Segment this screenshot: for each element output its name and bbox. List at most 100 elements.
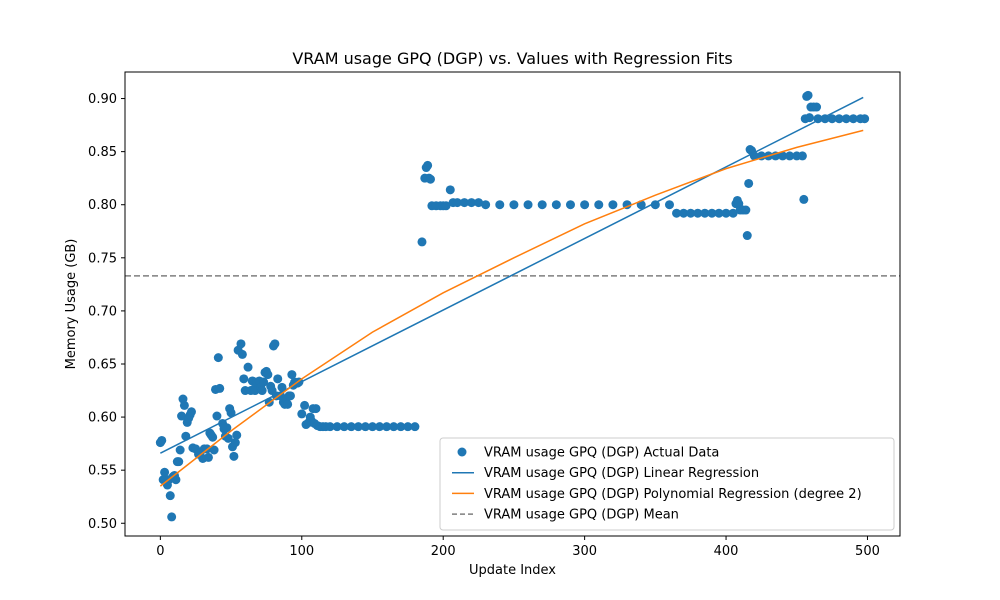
scatter-point — [848, 114, 858, 124]
scatter-point — [721, 208, 731, 218]
scatter-point — [672, 208, 682, 218]
scatter-point — [167, 512, 177, 522]
scatter-point — [679, 208, 689, 218]
scatter-point — [403, 422, 413, 432]
scatter-point — [346, 422, 356, 432]
scatter-point — [495, 200, 505, 210]
scatter-layer — [155, 90, 870, 522]
scatter-point — [175, 445, 185, 455]
scatter-point — [466, 198, 476, 208]
scatter-point — [213, 353, 223, 363]
scatter-point — [226, 408, 236, 418]
scatter-point — [165, 491, 175, 501]
scatter-point — [423, 160, 433, 170]
scatter-point — [474, 198, 484, 208]
scatter-point — [714, 208, 724, 218]
scatter-point — [834, 114, 844, 124]
scatter-point — [263, 370, 273, 380]
scatter-point — [389, 422, 399, 432]
scatter-point — [778, 151, 788, 161]
scatter-point — [728, 208, 738, 218]
y-axis-label: Memory Usage (GB) — [64, 239, 79, 370]
scatter-point — [360, 422, 370, 432]
x-tick-label: 100 — [289, 544, 314, 559]
scatter-point — [237, 349, 247, 359]
scatter-point — [171, 475, 181, 485]
scatter-point — [741, 205, 751, 215]
y-tick-label: 0.50 — [88, 517, 117, 532]
scatter-point — [179, 400, 189, 410]
scatter-point — [232, 430, 242, 440]
scatter-point — [229, 451, 239, 461]
x-axis-label: Update Index — [469, 563, 556, 578]
scatter-point — [509, 200, 519, 210]
scatter-point — [270, 339, 280, 349]
y-tick-label: 0.65 — [88, 357, 117, 372]
scatter-point — [243, 362, 253, 372]
legend-items: VRAM usage GPQ (DGP) Actual Data VRAM usa… — [452, 446, 862, 523]
scatter-point — [425, 174, 435, 184]
scatter-point — [160, 467, 170, 477]
scatter-point — [799, 194, 809, 204]
scatter-point — [257, 386, 267, 396]
legend-label: VRAM usage GPQ (DGP) Actual Data — [484, 446, 719, 461]
scatter-point — [523, 200, 533, 210]
scatter-point — [860, 114, 870, 124]
x-tick-label: 500 — [855, 544, 880, 559]
scatter-point — [285, 391, 295, 401]
legend-label: VRAM usage GPQ (DGP) Linear Regression — [484, 466, 759, 481]
scatter-point — [803, 90, 813, 100]
scatter-point — [410, 422, 420, 432]
scatter-point — [452, 198, 462, 208]
y-axis-ticks: 0.50 0.55 0.60 0.65 0.70 0.75 0.80 0.85 0.90 — [88, 92, 125, 532]
legend-box — [439, 437, 895, 531]
scatter-point — [186, 407, 196, 417]
scatter-point — [239, 374, 249, 384]
y-tick-label: 0.90 — [88, 92, 117, 107]
scatter-point — [537, 200, 547, 210]
scatter-point — [222, 423, 232, 433]
scatter-point — [311, 404, 321, 414]
scatter-point — [664, 200, 674, 210]
scatter-point — [441, 201, 451, 211]
chart-title: VRAM usage GPQ (DGP) vs. Values with Reg… — [292, 49, 732, 68]
axes-frame — [124, 71, 901, 537]
x-tick-label: 300 — [572, 544, 597, 559]
scatter-point — [594, 200, 604, 210]
y-tick-label: 0.75 — [88, 251, 117, 266]
legend-marker-scatter — [457, 447, 467, 457]
scatter-point — [230, 438, 240, 448]
scatter-point — [797, 151, 807, 161]
y-tick-label: 0.85 — [88, 145, 117, 160]
scatter-point — [174, 457, 184, 467]
scatter-point — [382, 422, 392, 432]
scatter-point — [650, 200, 660, 210]
scatter-point — [785, 151, 795, 161]
scatter-point — [332, 422, 342, 432]
scatter-point — [551, 200, 561, 210]
scatter-point — [209, 445, 219, 455]
legend: VRAM usage GPQ (DGP) Actual Data VRAM usa… — [439, 437, 895, 531]
regression-line-layer — [159, 96, 864, 487]
scatter-point — [203, 452, 213, 462]
scatter-point — [744, 178, 754, 188]
scatter-point — [273, 374, 283, 384]
scatter-point — [297, 409, 307, 419]
scatter-point — [177, 411, 187, 421]
scatter-point — [277, 382, 287, 392]
scatter-point — [339, 422, 349, 432]
scatter-point — [215, 383, 225, 393]
scatter-point — [700, 208, 710, 218]
scatter-point — [827, 114, 837, 124]
scatter-point — [693, 208, 703, 218]
scatter-point — [157, 435, 167, 445]
scatter-point — [707, 208, 717, 218]
scatter-point — [353, 422, 363, 432]
x-tick-label: 400 — [714, 544, 739, 559]
x-tick-label: 200 — [431, 544, 456, 559]
scatter-point — [367, 422, 377, 432]
linear-regression-line — [160, 96, 864, 454]
scatter-point — [565, 200, 575, 210]
scatter-point — [841, 114, 851, 124]
